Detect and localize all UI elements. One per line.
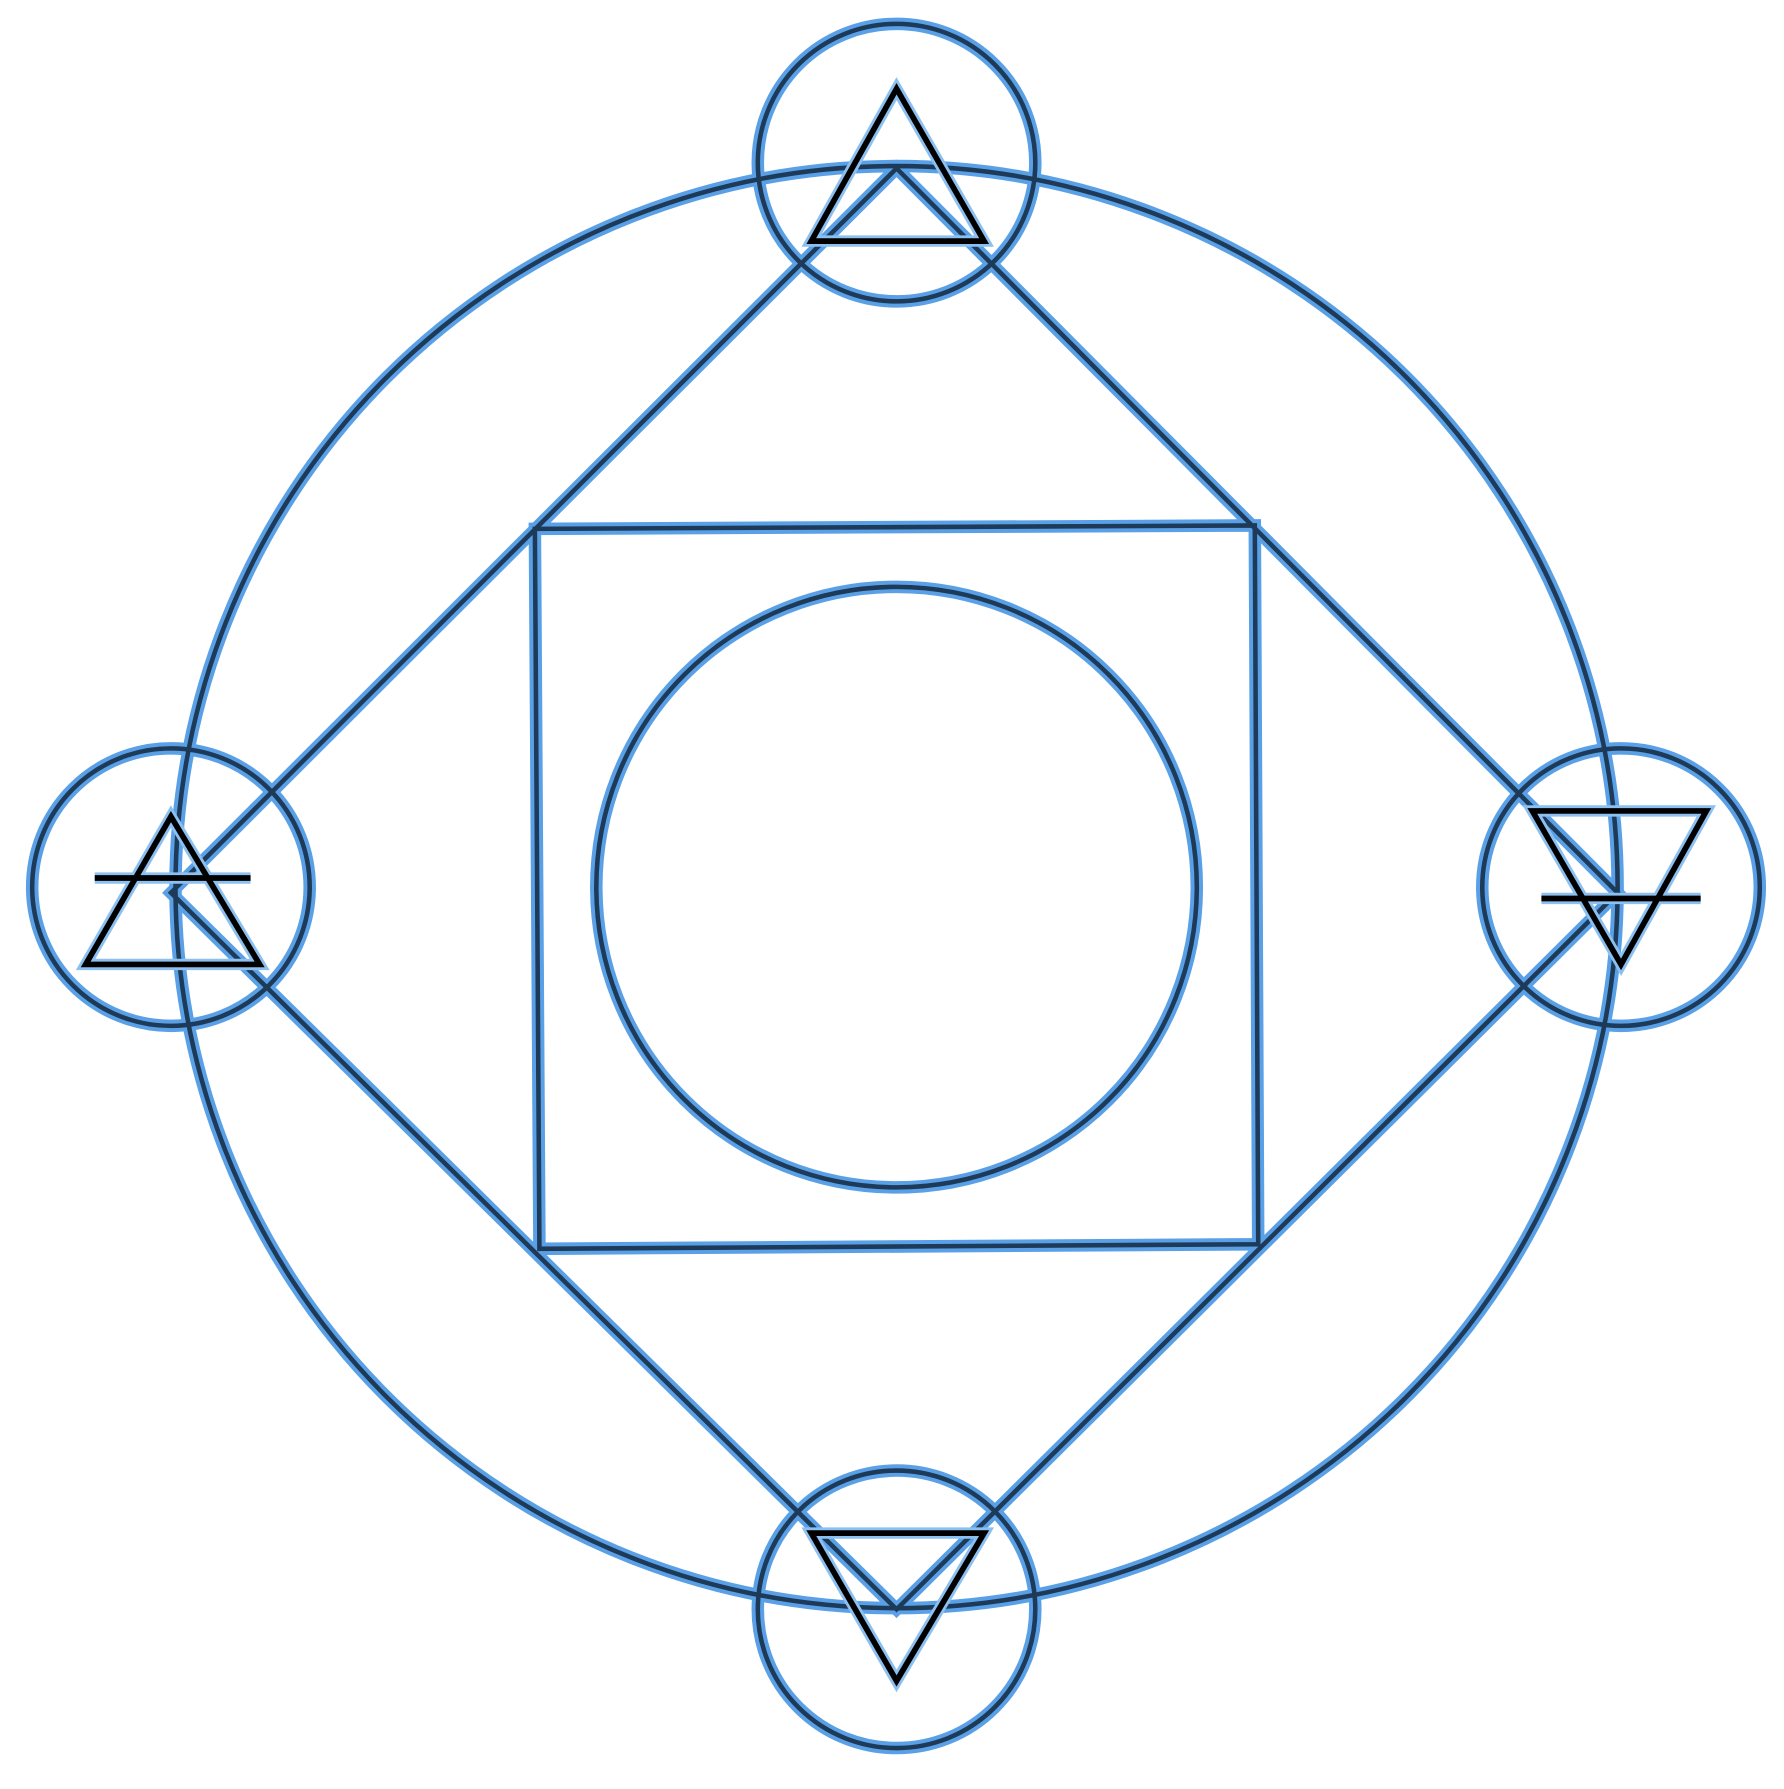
earth-symbol — [1527, 808, 1712, 971]
air-symbol — [80, 810, 265, 968]
frame-glow — [32, 24, 1760, 1748]
element-symbols — [75, 77, 1716, 1693]
water-symbol — [806, 1530, 990, 1687]
fire-symbol — [806, 82, 990, 244]
frame-lines — [32, 24, 1760, 1748]
symbol-glow — [75, 77, 1716, 1693]
symbol-lines — [80, 82, 1712, 1687]
